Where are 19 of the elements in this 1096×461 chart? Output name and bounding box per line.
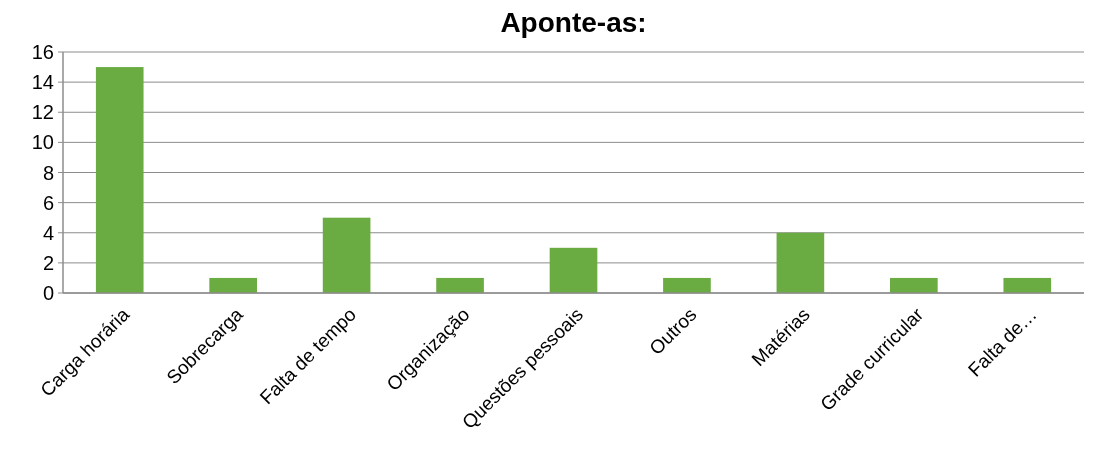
bar (776, 232, 825, 293)
y-tick-label: 16 (31, 41, 54, 63)
y-tick-label: 2 (42, 251, 54, 274)
bar (436, 277, 484, 293)
y-tick-label: 4 (42, 221, 54, 244)
y-tick-label: 12 (31, 101, 54, 124)
y-tick-label: 0 (42, 282, 54, 304)
bar (663, 277, 711, 293)
y-tick-label: 14 (31, 71, 54, 94)
bar (549, 247, 598, 293)
bar (95, 67, 144, 293)
y-tick-label: 10 (31, 131, 54, 154)
bar (1003, 277, 1052, 293)
bar (322, 217, 371, 293)
bar (209, 277, 257, 293)
bar (890, 277, 938, 293)
chart-title: Aponte-as: (500, 7, 647, 38)
y-tick-label: 6 (42, 191, 54, 214)
y-tick-label: 8 (42, 161, 54, 184)
